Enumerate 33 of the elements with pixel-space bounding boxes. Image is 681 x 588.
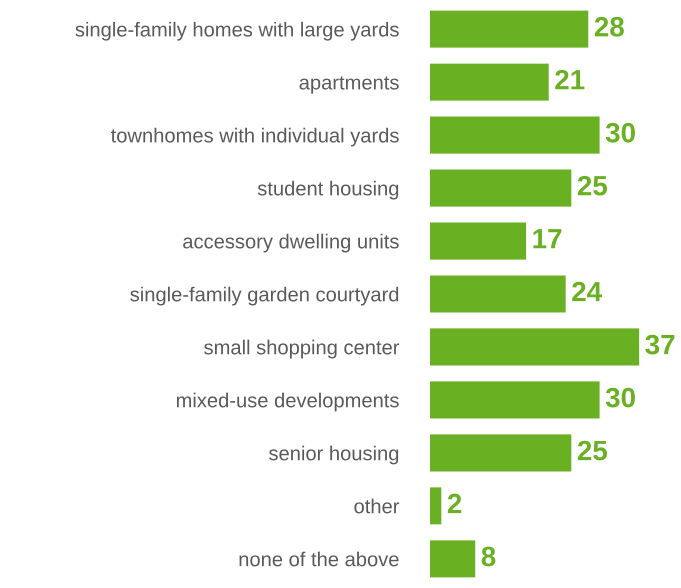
data-label: 24 bbox=[572, 282, 602, 302]
bar bbox=[430, 434, 572, 472]
y-tick-label: small shopping center bbox=[204, 340, 400, 358]
data-label: 21 bbox=[555, 70, 584, 90]
bar bbox=[430, 487, 442, 524]
data-label: 2 bbox=[448, 494, 462, 514]
data-label: 8 bbox=[482, 546, 496, 566]
y-tick-label: other bbox=[354, 498, 400, 514]
y-tick-label: senior housing bbox=[269, 446, 398, 464]
y-tick-label: single-family homes with large yards bbox=[75, 22, 399, 41]
data-label: 25 bbox=[578, 176, 608, 196]
data-label: 17 bbox=[533, 229, 562, 248]
data-label: 25 bbox=[578, 440, 608, 460]
y-tick-label: townhomes with individual yards bbox=[110, 128, 399, 147]
y-tick-label: student housing bbox=[258, 180, 398, 200]
bar bbox=[430, 64, 549, 101]
bar bbox=[430, 170, 572, 207]
y-tick-label: mixed-use developments bbox=[176, 392, 399, 412]
y-tick-label: apartments bbox=[300, 76, 399, 94]
data-label: 28 bbox=[594, 16, 624, 37]
bar bbox=[430, 328, 640, 366]
y-tick-label: accessory dwelling units bbox=[183, 234, 399, 253]
y-tick-label: none of the above bbox=[240, 552, 399, 566]
bar bbox=[430, 275, 566, 313]
bar bbox=[430, 116, 600, 154]
bar bbox=[430, 540, 476, 578]
y-tick-label: single-family garden courtyard bbox=[130, 286, 398, 306]
bar bbox=[430, 10, 588, 48]
data-label: 37 bbox=[645, 334, 674, 354]
bar bbox=[430, 222, 526, 260]
bar bbox=[430, 381, 600, 418]
data-label: 30 bbox=[606, 388, 635, 408]
data-label: 30 bbox=[606, 122, 635, 143]
